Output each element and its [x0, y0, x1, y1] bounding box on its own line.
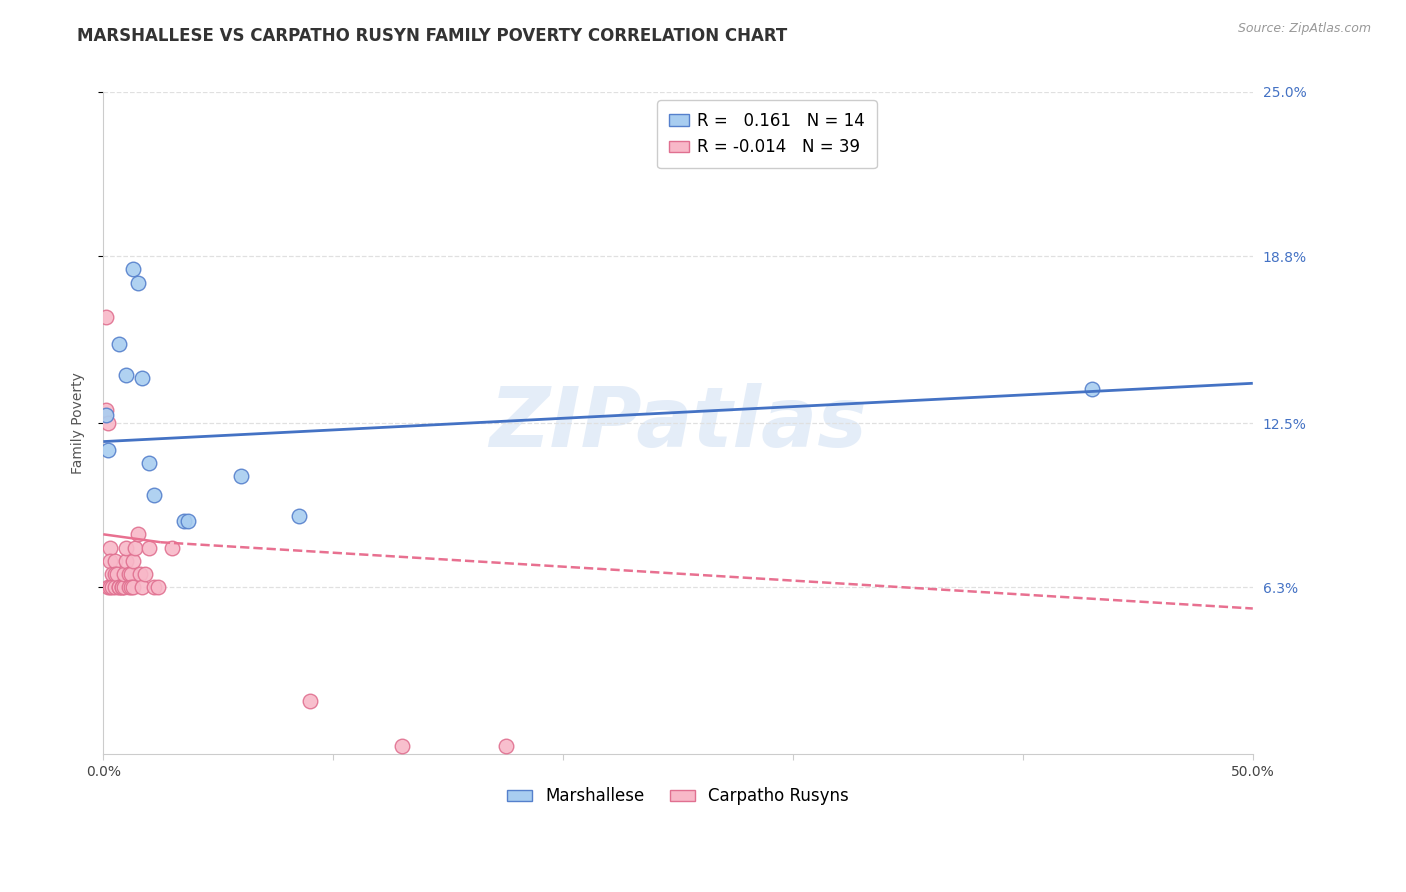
Point	[97, 416, 120, 430]
Point	[120, 567, 142, 582]
Text: ZIPatlas: ZIPatlas	[489, 383, 868, 464]
Point	[94, 408, 117, 422]
Legend: Marshallese, Carpatho Rusyns: Marshallese, Carpatho Rusyns	[501, 780, 855, 812]
Point	[117, 580, 139, 594]
Point	[131, 580, 153, 594]
Point	[98, 541, 121, 555]
Point	[142, 580, 165, 594]
Point	[391, 739, 413, 754]
Point	[142, 487, 165, 501]
Point	[108, 580, 131, 594]
Point	[98, 554, 121, 568]
Point	[122, 554, 145, 568]
Point	[98, 580, 121, 594]
Point	[94, 402, 117, 417]
Point	[495, 739, 517, 754]
Point	[94, 310, 117, 324]
Point	[287, 508, 309, 523]
Point	[112, 567, 135, 582]
Point	[101, 580, 124, 594]
Point	[104, 580, 127, 594]
Point	[299, 694, 322, 708]
Text: Source: ZipAtlas.com: Source: ZipAtlas.com	[1237, 22, 1371, 36]
Point	[127, 276, 149, 290]
Point	[1081, 382, 1104, 396]
Point	[104, 554, 127, 568]
Point	[104, 567, 127, 582]
Point	[115, 554, 138, 568]
Point	[120, 580, 142, 594]
Point	[111, 580, 134, 594]
Point	[134, 567, 156, 582]
Point	[129, 567, 152, 582]
Point	[115, 368, 138, 383]
Point	[138, 456, 160, 470]
Point	[97, 580, 120, 594]
Point	[105, 567, 128, 582]
Point	[101, 567, 124, 582]
Point	[122, 262, 145, 277]
Point	[177, 514, 200, 528]
Point	[162, 541, 184, 555]
Y-axis label: Family Poverty: Family Poverty	[72, 372, 86, 474]
Text: MARSHALLESE VS CARPATHO RUSYN FAMILY POVERTY CORRELATION CHART: MARSHALLESE VS CARPATHO RUSYN FAMILY POV…	[77, 27, 787, 45]
Point	[124, 541, 146, 555]
Point	[231, 469, 253, 483]
Point	[108, 336, 131, 351]
Point	[173, 514, 195, 528]
Point	[111, 580, 134, 594]
Point	[122, 580, 145, 594]
Point	[97, 442, 120, 457]
Point	[148, 580, 170, 594]
Point	[127, 527, 149, 541]
Point	[115, 541, 138, 555]
Point	[131, 371, 153, 385]
Point	[138, 541, 160, 555]
Point	[108, 580, 131, 594]
Point	[117, 567, 139, 582]
Point	[112, 580, 135, 594]
